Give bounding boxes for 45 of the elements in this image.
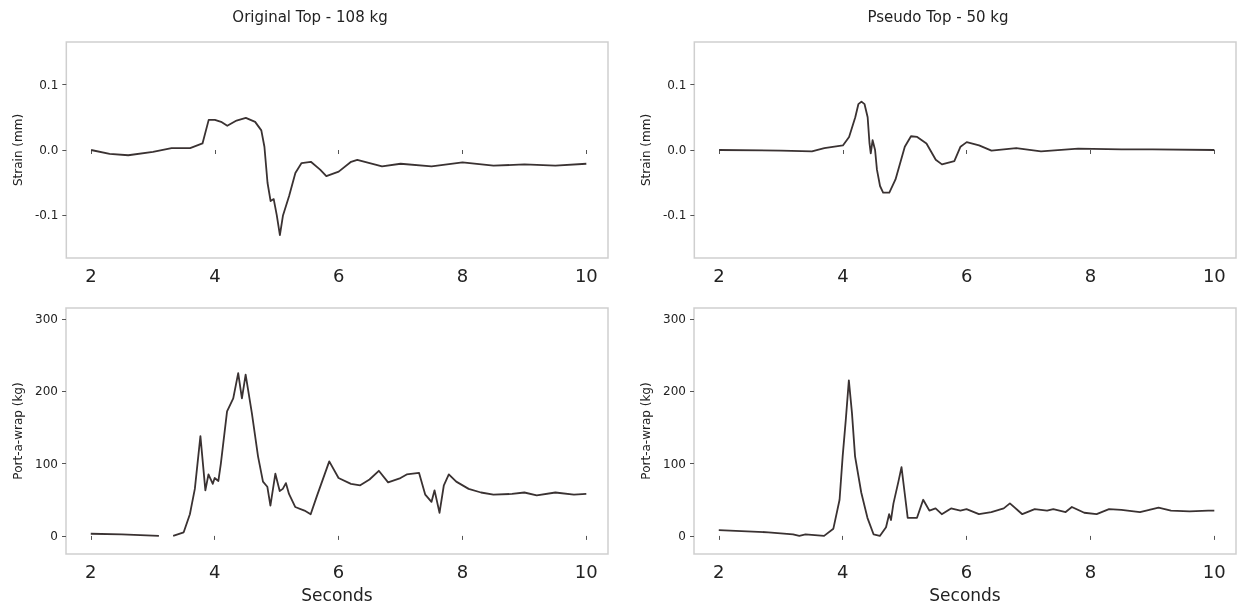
y-tick-label: 0 <box>50 528 58 543</box>
y-tick-label: 200 <box>663 384 686 399</box>
line-series <box>90 117 588 236</box>
y-tick-label: 100 <box>663 456 686 471</box>
x-axis-title: Seconds <box>301 584 373 605</box>
x-tick-label: 4 <box>836 560 849 582</box>
y-tick-label: 0.1 <box>39 77 59 92</box>
x-tick-label: 4 <box>837 264 849 286</box>
x-tick-label: 2 <box>713 264 725 286</box>
x-tick-label: 10 <box>1202 264 1226 286</box>
y-tick-label: 100 <box>35 456 58 471</box>
x-tick-label: 10 <box>1202 560 1226 582</box>
x-tick-label: 8 <box>456 560 469 582</box>
y-tick-label: 300 <box>35 311 58 326</box>
y-tick-label: -0.1 <box>34 208 59 223</box>
y-axis-title: Strain (mm) <box>11 113 25 187</box>
x-tick-label: 2 <box>713 560 725 582</box>
y-tick-label: 0.1 <box>667 77 687 92</box>
y-axis-title: Port-a-wrap (kg) <box>11 382 26 480</box>
x-axis-title: Seconds <box>929 584 1001 605</box>
x-tick-label: 10 <box>574 560 598 582</box>
y-axis-title: Strain (mm) <box>639 113 653 187</box>
chart-title: Pseudo Top - 50 kg <box>867 7 1009 26</box>
x-tick-label: 6 <box>960 560 973 582</box>
x-tick-label: 4 <box>208 560 221 582</box>
x-tick-label: 8 <box>1084 264 1097 286</box>
chart-title: Original Top - 108 kg <box>232 7 388 26</box>
x-tick-label: 8 <box>1084 560 1097 582</box>
x-tick-label: 6 <box>960 264 973 286</box>
line-series <box>718 100 1216 194</box>
x-tick-label: 4 <box>209 264 221 286</box>
line-series <box>717 379 1216 537</box>
x-tick-label: 10 <box>574 264 598 286</box>
y-tick-label: 0.0 <box>39 143 59 157</box>
x-tick-label: 2 <box>85 560 97 582</box>
y-axis-title: Port-a-wrap (kg) <box>639 382 654 480</box>
y-tick-label: 300 <box>663 311 686 326</box>
y-tick-label: 200 <box>35 384 58 399</box>
y-tick-label: -0.1 <box>662 208 687 223</box>
x-tick-label: 8 <box>456 264 469 286</box>
x-tick-label: 6 <box>332 560 345 582</box>
x-tick-label: 2 <box>85 264 97 286</box>
x-tick-label: 6 <box>332 264 345 286</box>
y-tick-label: 0.0 <box>667 143 687 157</box>
y-tick-label: 0 <box>678 528 686 543</box>
